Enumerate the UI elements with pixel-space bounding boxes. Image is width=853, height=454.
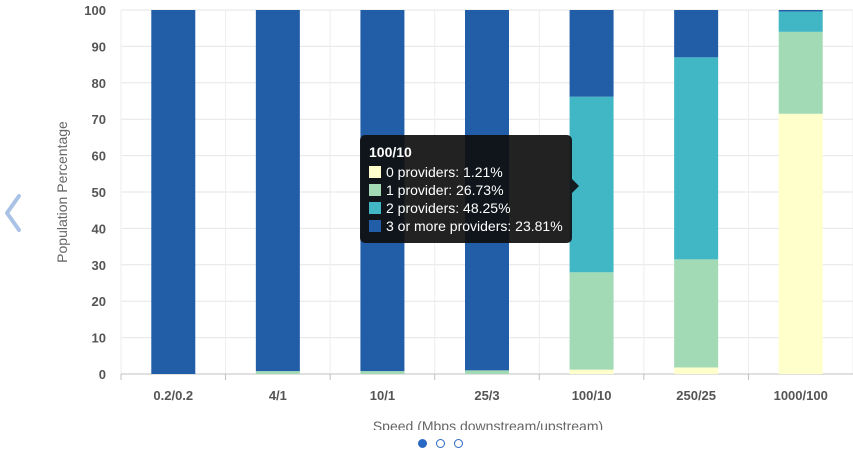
bar-segment-1-provider: [778, 31, 823, 114]
x-tick-label: 10/1: [370, 388, 395, 403]
y-tick-label: 30: [92, 258, 106, 273]
bar-segment-2-providers: [778, 11, 823, 32]
y-tick-label: 100: [84, 3, 106, 18]
x-tick-label: 100/10: [572, 388, 612, 403]
bar-segment-2-providers: [674, 57, 719, 260]
tooltip-row-label: 3 or more providers: 23.81%: [386, 218, 563, 234]
y-tick-label: 70: [92, 112, 106, 127]
chevron-left-icon: [5, 194, 21, 232]
tooltip-row-label: 2 providers: 48.25%: [386, 200, 511, 216]
tooltip-row-label: 0 providers: 1.21%: [386, 164, 503, 180]
y-tick-label: 10: [92, 331, 106, 346]
tooltip-row-2: 2 providers: 48.25%: [369, 199, 563, 217]
tooltip-row-label: 1 provider: 26.73%: [386, 182, 504, 198]
bar-segment-3-or-more-providers: [151, 10, 196, 374]
bar-segment-0-providers: [778, 113, 823, 375]
y-tick-label: 40: [92, 221, 106, 236]
tooltip-row-0: 0 providers: 1.21%: [369, 163, 563, 181]
tooltip-row-3: 3 or more providers: 23.81%: [369, 217, 563, 235]
bar-segment-1-provider: [465, 370, 509, 374]
x-tick-label: 25/3: [474, 388, 499, 403]
tooltip-swatch: [369, 220, 381, 232]
y-axis-title: Population Percentage: [54, 121, 70, 263]
tooltip-row-1: 1 provider: 26.73%: [369, 181, 563, 199]
previous-chart-button[interactable]: [2, 193, 24, 233]
tooltip-swatch: [369, 166, 381, 178]
bar-segment-3-or-more-providers: [674, 10, 719, 58]
bar-segment-3-or-more-providers: [778, 10, 823, 12]
chart-tooltip: 100/10 0 providers: 1.21% 1 provider: 26…: [360, 135, 579, 243]
page-dot-3[interactable]: [454, 439, 463, 448]
x-tick-label: 1000/100: [774, 388, 828, 403]
bar-segment-1-provider: [255, 371, 300, 374]
y-tick-label: 90: [92, 39, 106, 54]
bar-segment-3-or-more-providers: [255, 10, 300, 372]
x-tick-label: 250/25: [676, 388, 716, 403]
y-tick-label: 80: [92, 76, 106, 91]
x-axis-title: Speed (Mbps downstream/upstream): [373, 418, 603, 430]
tooltip-title: 100/10: [369, 144, 412, 160]
pagination-dots: [418, 439, 463, 448]
x-tick-label: 0.2/0.2: [153, 388, 193, 403]
page-dot-1[interactable]: [418, 439, 427, 448]
bar-segment-0-providers: [674, 367, 719, 374]
y-tick-label: 50: [92, 185, 106, 200]
bar-segment-0-providers: [569, 369, 614, 374]
x-tick-label: 4/1: [269, 388, 287, 403]
y-tick-label: 0: [99, 367, 106, 382]
y-tick-label: 20: [92, 294, 106, 309]
y-tick-label: 60: [92, 149, 106, 164]
tooltip-swatch: [369, 202, 381, 214]
bar-segment-1-provider: [674, 259, 719, 368]
tooltip-swatch: [369, 184, 381, 196]
bar-segment-3-or-more-providers: [569, 10, 614, 97]
bar-segment-1-provider: [360, 371, 405, 374]
page-dot-2[interactable]: [436, 439, 445, 448]
bar-segment-1-provider: [569, 272, 614, 370]
